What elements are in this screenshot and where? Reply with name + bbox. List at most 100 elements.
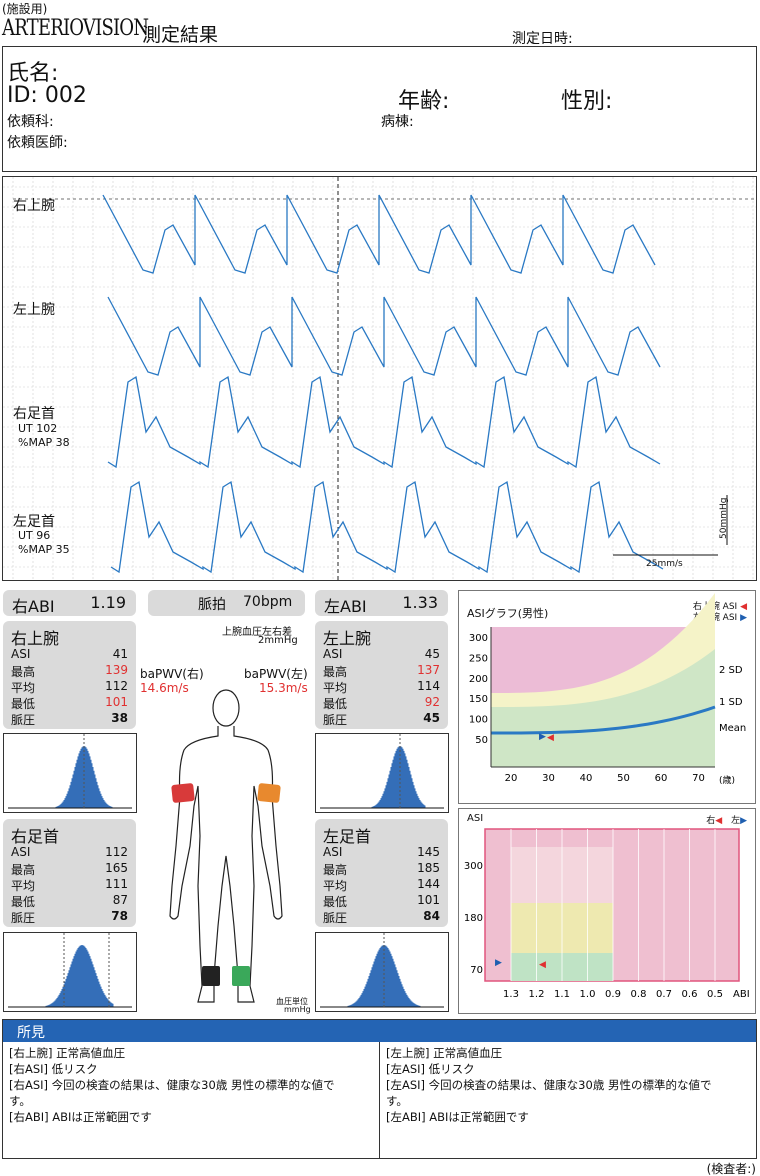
asi-right-marker: ◀: [547, 733, 554, 743]
stat-key: 脈圧: [323, 911, 348, 925]
stat-value: 111: [105, 877, 128, 891]
dept-label: 依頼科:: [7, 114, 54, 130]
patient-age-label: 年齢:: [398, 89, 450, 114]
right-ankle-map: %MAP 38: [18, 436, 70, 449]
findings-title: 所見: [17, 1025, 45, 1041]
asi-y-tick: 300: [469, 633, 488, 644]
asi-band-label: 1 SD: [719, 697, 743, 708]
stat-key: 脈圧: [11, 911, 36, 925]
stat-right-arm: 右上腕 ASI 41 最高 139 平均 112 最低 101 脈圧 38: [3, 621, 136, 729]
right-marker-icon: ◀: [715, 816, 723, 826]
histogram-left-ankle: [315, 932, 449, 1012]
left-abi-box: 左ABI 1.33: [315, 590, 448, 616]
stat-value: 112: [105, 679, 128, 693]
asi-left-marker: ▶: [539, 732, 546, 742]
asi-y-tick: 200: [469, 674, 488, 685]
bp-unit: mmHg: [284, 1005, 311, 1014]
abi-x-tick: 1.0: [580, 989, 596, 1000]
asi-band-1sd: [491, 649, 715, 767]
stat-title: 左足首: [323, 827, 372, 846]
pwv-left-value: 15.3m/s: [259, 681, 308, 695]
asi-band-label: Mean: [719, 723, 746, 734]
asi-mean-line: [490, 705, 716, 735]
abi-y-tick: 180: [464, 913, 483, 924]
abi-x-tick: 1.1: [554, 989, 570, 1000]
left-abi-value: 1.33: [402, 593, 438, 612]
facility-label: (施設用): [2, 2, 48, 16]
asi-chart: 300 250 200 150 100 50 20 30 40 50 60 70 (歳) 2 SD 1 SD…: [469, 593, 746, 786]
abi-y-tick: 70: [470, 965, 483, 976]
asi-x-tick: 70: [692, 773, 705, 784]
stat-value: 78: [111, 909, 128, 923]
stat-key: ASI: [323, 845, 343, 859]
stat-key: 平均: [11, 879, 36, 893]
histogram-right-ankle: [3, 932, 137, 1012]
stat-value: 45: [424, 647, 440, 661]
finding-line: [左ASI] 低リスク: [386, 1062, 475, 1076]
right-arm-cuff: [171, 783, 195, 803]
channel-label-left-ankle: 左足首: [13, 514, 55, 530]
pwv-right-label: baPWV(右): [140, 667, 204, 681]
finding-line: [左ASI] 今回の検査の結果は、健康な30歳 男性の標準的な値で: [386, 1078, 712, 1092]
stat-value: 45: [423, 711, 440, 725]
stat-value: 144: [417, 877, 440, 891]
findings-header: 所見: [3, 1020, 756, 1042]
patient-info-box: 氏名: ID: 002 年齢: 性別: 依頼科: 病棟: 依頼医師:: [2, 46, 757, 172]
bp-unit-label: 血圧単位: [276, 997, 308, 1006]
stat-key: ASI: [323, 647, 343, 661]
stat-value: 165: [105, 861, 128, 875]
waveform-panel: 右上腕 左上腕 右足首 UT 102 %MAP 38 左足首 UT 96 %MA…: [2, 176, 757, 581]
pulse-value: 70bpm: [243, 594, 293, 610]
abi-x-tick: 0.8: [631, 989, 647, 1000]
abi-right-marker: ◀: [539, 960, 546, 970]
stat-key: 最高: [11, 665, 36, 679]
finding-line: す。: [386, 1094, 408, 1108]
abi-y-tick: 300: [464, 861, 483, 872]
right-ankle-cuff: [202, 966, 220, 986]
pulse-box: 脈拍 70bpm: [148, 590, 305, 616]
stat-key: 最低: [323, 697, 348, 711]
stat-key: 平均: [323, 879, 348, 893]
stat-value: 41: [112, 647, 128, 661]
asi-x-tick: 60: [655, 773, 668, 784]
stat-key: 最低: [11, 895, 36, 909]
stat-key: 平均: [323, 681, 348, 695]
stat-right-ankle: 右足首 ASI 112 最高 165 平均 111 最低 87 脈圧 78: [3, 819, 136, 927]
histogram-right-arm: [3, 733, 137, 813]
asi-y-tick: 100: [469, 715, 488, 726]
stat-value: 145: [417, 845, 440, 859]
wave-right-arm: [102, 194, 656, 274]
abi-x-tick: 0.6: [682, 989, 698, 1000]
speed-label: 25mm/s: [646, 559, 683, 569]
wave-right-ankle: [107, 375, 661, 469]
stat-key: 最低: [11, 697, 36, 711]
stat-key: 最低: [323, 895, 348, 909]
measure-datetime-label: 測定日時:: [512, 31, 573, 47]
asi-x-tick: 20: [505, 773, 518, 784]
report-title: 測定結果: [142, 24, 219, 46]
asi-legend-left-text: 左上腕 ASI: [692, 613, 738, 623]
finding-line: [右ASI] 今回の検査の結果は、健康な30歳 男性の標準的な値で: [9, 1078, 335, 1092]
stat-value: 101: [417, 893, 440, 907]
stat-value: 84: [423, 909, 440, 923]
wave-left-arm: [107, 296, 661, 376]
left-ankle-map: %MAP 35: [18, 543, 70, 556]
ward-label: 病棟:: [381, 114, 414, 130]
left-ankle-cuff: [232, 966, 250, 986]
left-abi-label: 左ABI: [324, 597, 367, 616]
stat-title: 右上腕: [11, 629, 60, 648]
left-arm-cuff: [257, 783, 281, 803]
brand-logo: ARTERIOVISION: [2, 16, 149, 41]
waveform-chart: [3, 177, 756, 580]
bp-diff-value: 2mmHg: [258, 635, 298, 646]
stat-value: 114: [417, 679, 440, 693]
abi-chart: 300 180 70 1.3 1.2 1.1 1.0 0.9 0.8 0.7 0.6 0.5 ABI ▶ ◀: [464, 828, 750, 1000]
stat-key: 最高: [323, 665, 348, 679]
channel-label-right-ankle: 右足首: [13, 406, 55, 422]
stat-value: 92: [424, 695, 440, 709]
abi-legend-right: 右: [706, 816, 716, 826]
abi-x-tick: 0.9: [605, 989, 621, 1000]
bp-diff-label: 上腕血圧左右差: [222, 627, 292, 638]
stat-key: ASI: [11, 845, 31, 859]
stat-title: 右足首: [11, 827, 60, 846]
